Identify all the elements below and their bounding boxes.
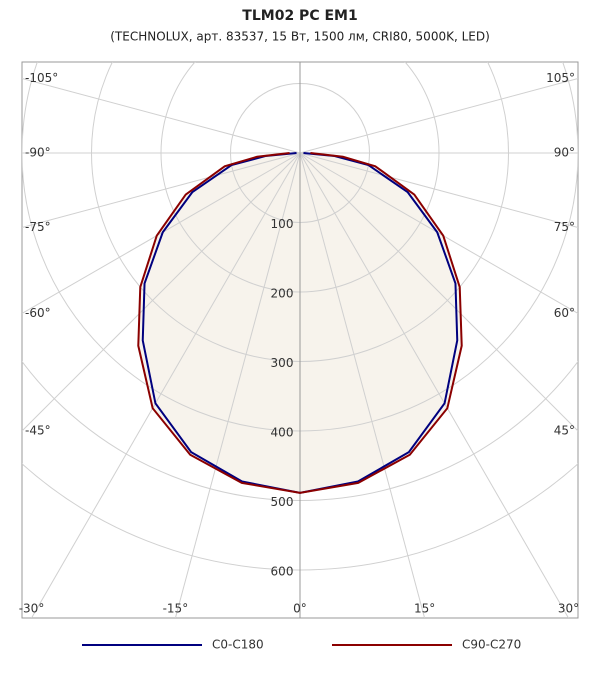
grid-spoke bbox=[22, 78, 301, 154]
angle-tick-label: 75° bbox=[554, 220, 575, 234]
r-tick-label: 100 bbox=[271, 217, 294, 231]
angle-tick-label: 105° bbox=[546, 71, 575, 85]
legend-label: C90-C270 bbox=[462, 638, 521, 652]
angle-tick-label: -30° bbox=[19, 602, 45, 616]
grid-spoke bbox=[299, 152, 569, 618]
angle-tick-label: 60° bbox=[554, 306, 575, 320]
angle-tick-label: -75° bbox=[25, 220, 51, 234]
angle-tick-label: -15° bbox=[163, 602, 189, 616]
angle-tick-label: 15° bbox=[414, 602, 435, 616]
grid-spoke bbox=[31, 152, 301, 618]
r-tick-label: 300 bbox=[271, 356, 294, 370]
grid-spoke bbox=[174, 152, 301, 618]
r-tick-label: 200 bbox=[271, 287, 294, 301]
angle-tick-label: 30° bbox=[558, 602, 579, 616]
grid-spoke bbox=[22, 152, 301, 228]
r-tick-label: 400 bbox=[271, 426, 294, 440]
grid-spoke bbox=[22, 152, 301, 314]
grid-spoke bbox=[299, 152, 426, 618]
angle-tick-label: -105° bbox=[25, 71, 58, 85]
angle-tick-label: 45° bbox=[554, 424, 575, 438]
chart-subtitle: (TECHNOLUX, арт. 83537, 15 Вт, 1500 лм, … bbox=[110, 30, 490, 44]
r-tick-label: 500 bbox=[271, 495, 294, 509]
series-line bbox=[137, 152, 463, 494]
angle-tick-label: 90° bbox=[554, 146, 575, 160]
legend-label: C0-C180 bbox=[212, 638, 264, 652]
labels: -105° -90° -75° -60° -45° -30° -15° 0° 15° 30° 45°… bbox=[19, 71, 579, 615]
grid-spoke bbox=[299, 152, 578, 432]
grid-spoke bbox=[299, 78, 578, 154]
grid-spoke bbox=[299, 152, 578, 314]
angle-tick-label: -60° bbox=[25, 306, 51, 320]
grid-spoke bbox=[299, 152, 578, 228]
angle-tick-label: 0° bbox=[293, 602, 307, 616]
angle-tick-label: -45° bbox=[25, 424, 51, 438]
angle-tick-label: -90° bbox=[25, 146, 51, 160]
r-tick-label: 600 bbox=[271, 565, 294, 579]
plot-area bbox=[22, 62, 578, 618]
chart-title: TLM02 PC EM1 bbox=[242, 8, 357, 24]
grid-spoke bbox=[22, 152, 301, 432]
